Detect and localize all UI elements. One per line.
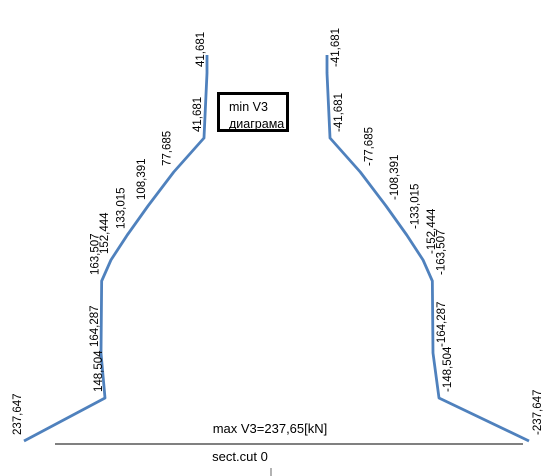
right-value-label: -77,685 — [363, 127, 375, 166]
left-value-label: 148,504 — [93, 350, 105, 392]
right-value-label: -148,504 — [442, 346, 454, 392]
left-branch-line — [23, 55, 209, 443]
left-value-label: 163,507 — [90, 233, 102, 275]
section-label: sect.cut 0 — [212, 449, 268, 464]
right-value-label: -237,647 — [532, 390, 544, 435]
left-value-label: 41,681 — [192, 97, 204, 132]
legend-subtitle: диаграма — [229, 117, 285, 131]
right-value-label: -108,391 — [389, 155, 401, 200]
left-value-label: 108,391 — [136, 158, 148, 200]
left-value-label: 77,685 — [162, 131, 174, 166]
legend-box: min V3 диаграма — [217, 92, 289, 132]
legend-title: min V3 — [229, 100, 268, 114]
right-value-label: -41,681 — [330, 28, 342, 67]
right-branch-line — [325, 55, 530, 443]
left-value-label: 237,647 — [12, 393, 24, 435]
right-value-label: -163,507 — [435, 230, 447, 275]
right-value-label: -164,287 — [436, 302, 448, 347]
max-v3-caption: max V3=237,65[kN] — [213, 421, 328, 436]
left-value-label: 41,681 — [195, 32, 207, 67]
left-value-label: 133,015 — [115, 187, 127, 229]
right-value-label: -152,444 — [426, 208, 438, 254]
left-value-label: 164,287 — [89, 305, 101, 347]
right-value-label: -133,015 — [410, 184, 422, 229]
right-value-label: -41,681 — [333, 93, 345, 132]
left-value-label: 152,444 — [99, 212, 111, 254]
